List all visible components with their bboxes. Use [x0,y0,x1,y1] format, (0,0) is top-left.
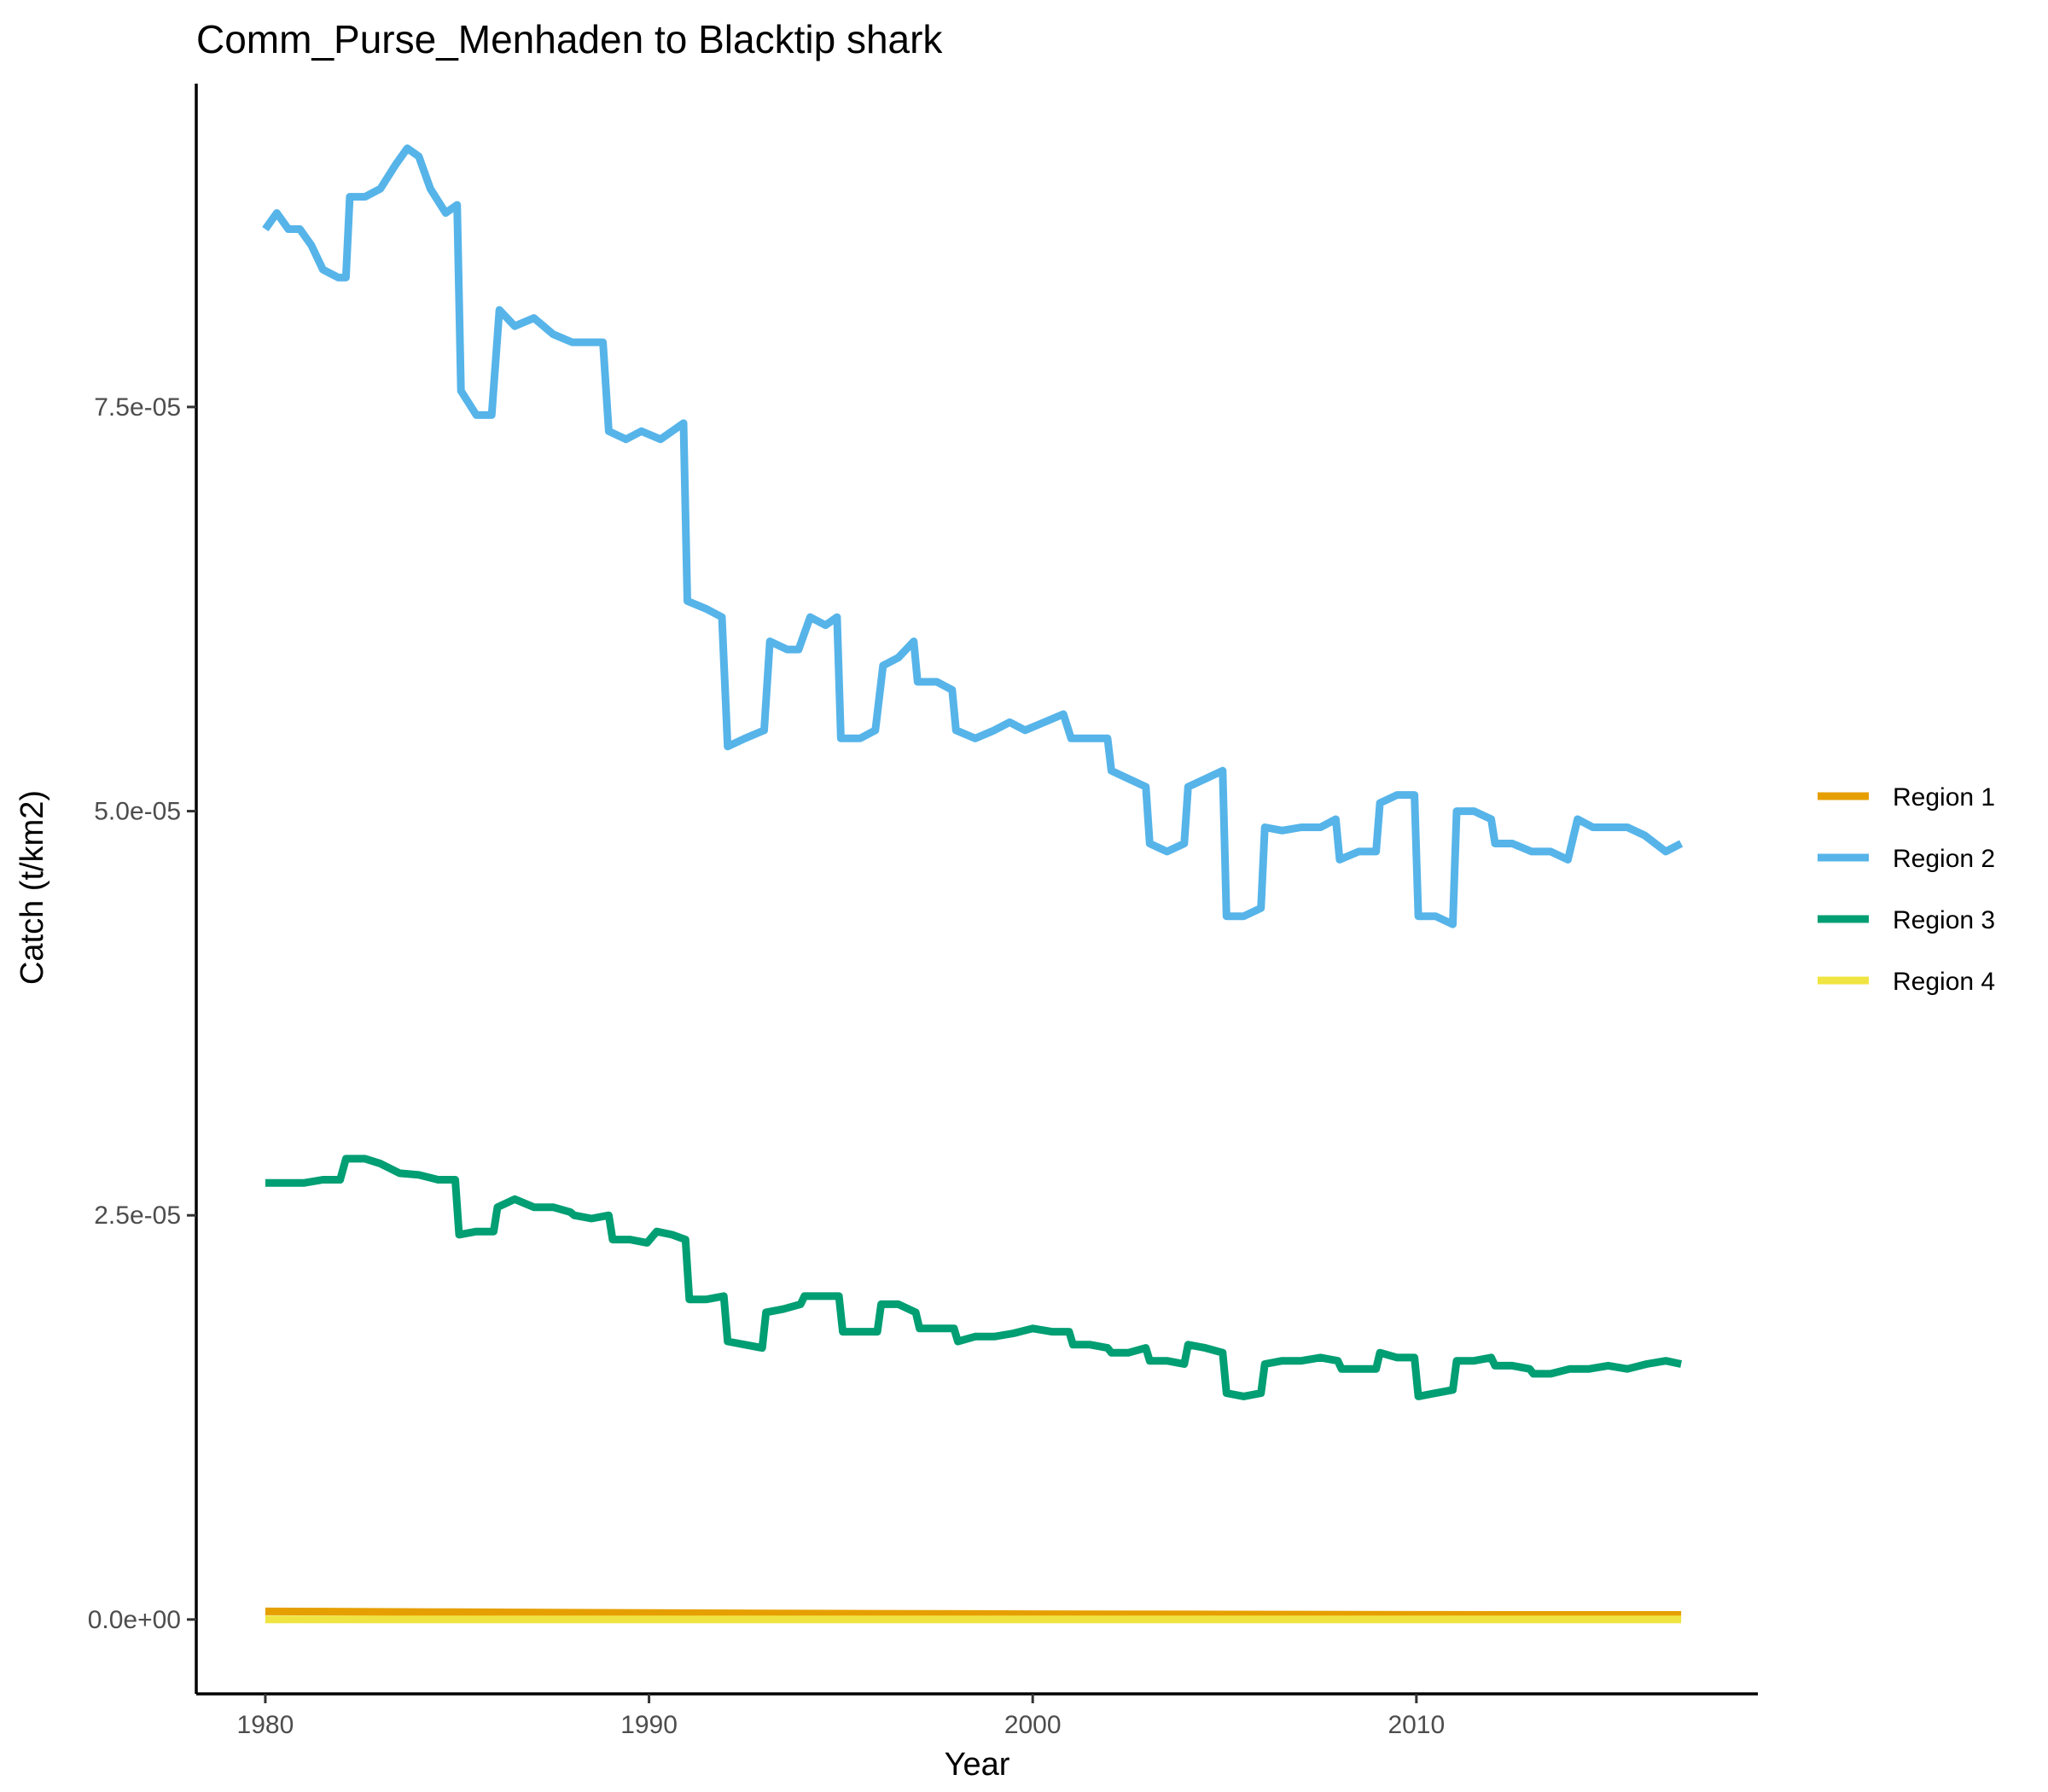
x-tick-label: 2010 [1388,1711,1445,1739]
legend-label-region-4: Region 4 [1893,968,1995,996]
y-tick-label: 2.5e-05 [94,1201,181,1230]
y-axis-title: Catch (t/km2) [15,790,50,985]
x-axis-ticks: 1980 1990 2000 2010 [237,1694,1445,1739]
x-tick-label: 1980 [237,1711,294,1739]
legend-label-region-2: Region 2 [1893,845,1995,873]
x-tick-label: 2000 [1004,1711,1062,1739]
y-axis-ticks: 0.0e+00 2.5e-05 5.0e-05 7.5e-05 [88,393,196,1634]
legend-label-region-1: Region 1 [1893,783,1995,812]
x-axis-title: Year [945,1747,1010,1783]
y-tick-label: 0.0e+00 [88,1606,181,1634]
plot-area [262,144,1684,1624]
legend-label-region-3: Region 3 [1893,906,1995,934]
y-tick-label: 7.5e-05 [94,393,181,422]
y-tick-label: 5.0e-05 [94,798,181,826]
series-line-region-1 [265,1607,1682,1619]
x-tick-label: 1990 [620,1711,678,1739]
series-line-region-3 [265,1155,1683,1400]
legend: Region 1 Region 2 Region 3 Region 4 [1818,783,1995,996]
series-line-region-2 [262,144,1684,928]
chart-title: Comm_Purse_Menhaden to Blacktip shark [196,17,943,61]
